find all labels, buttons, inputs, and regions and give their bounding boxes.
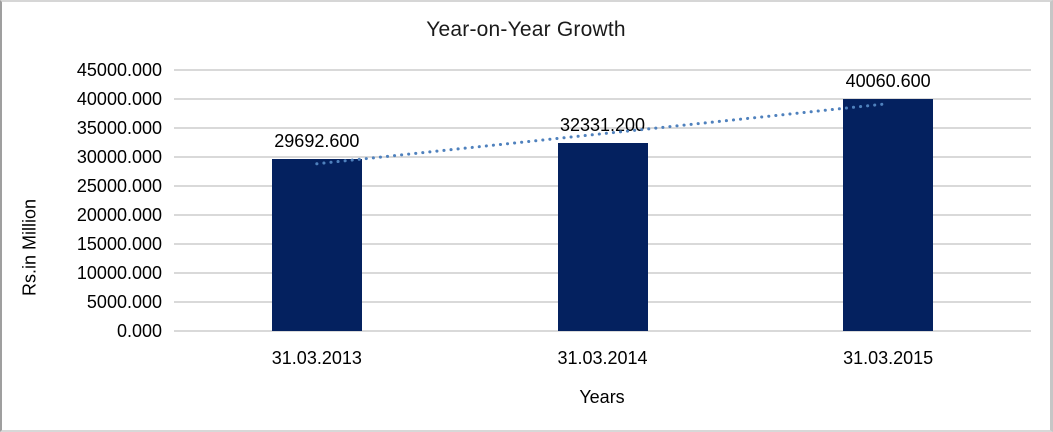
y-tick-label: 5000.000	[86, 292, 162, 312]
gridline	[174, 98, 1031, 100]
x-tick-label: 31.03.2015	[843, 348, 934, 368]
bar-data-label: 40060.600	[845, 70, 931, 91]
bar-31.03.2014	[557, 143, 648, 331]
y-tick-label: 40000.000	[76, 89, 162, 109]
y-axis-title-text: Rs.in Million	[19, 199, 39, 297]
y-tick-label: 25000.000	[76, 176, 162, 196]
x-tick-label: 31.03.2013	[271, 348, 362, 368]
y-tick-label: 20000.000	[76, 205, 162, 225]
y-tick-label: 15000.000	[76, 234, 162, 254]
y-tick-label: 30000.000	[76, 147, 162, 167]
x-tick-label: 31.03.2014	[557, 348, 648, 368]
bar-31.03.2015	[843, 98, 934, 331]
bar-data-label: 32331.200	[559, 115, 646, 136]
y-tick-label: 45000.000	[76, 60, 162, 80]
gridline	[174, 330, 1031, 332]
x-axis-title: Years	[579, 387, 625, 407]
bar-31.03.2013	[271, 158, 362, 331]
y-tick-label: 35000.000	[76, 118, 162, 138]
y-tick-label: 0.000	[116, 321, 162, 341]
y-tick-label: 10000.000	[76, 263, 162, 283]
bar-data-label: 29692.600	[274, 130, 360, 151]
gridline	[174, 69, 1031, 71]
chart-title: Year-on-Year Growth	[426, 18, 626, 41]
